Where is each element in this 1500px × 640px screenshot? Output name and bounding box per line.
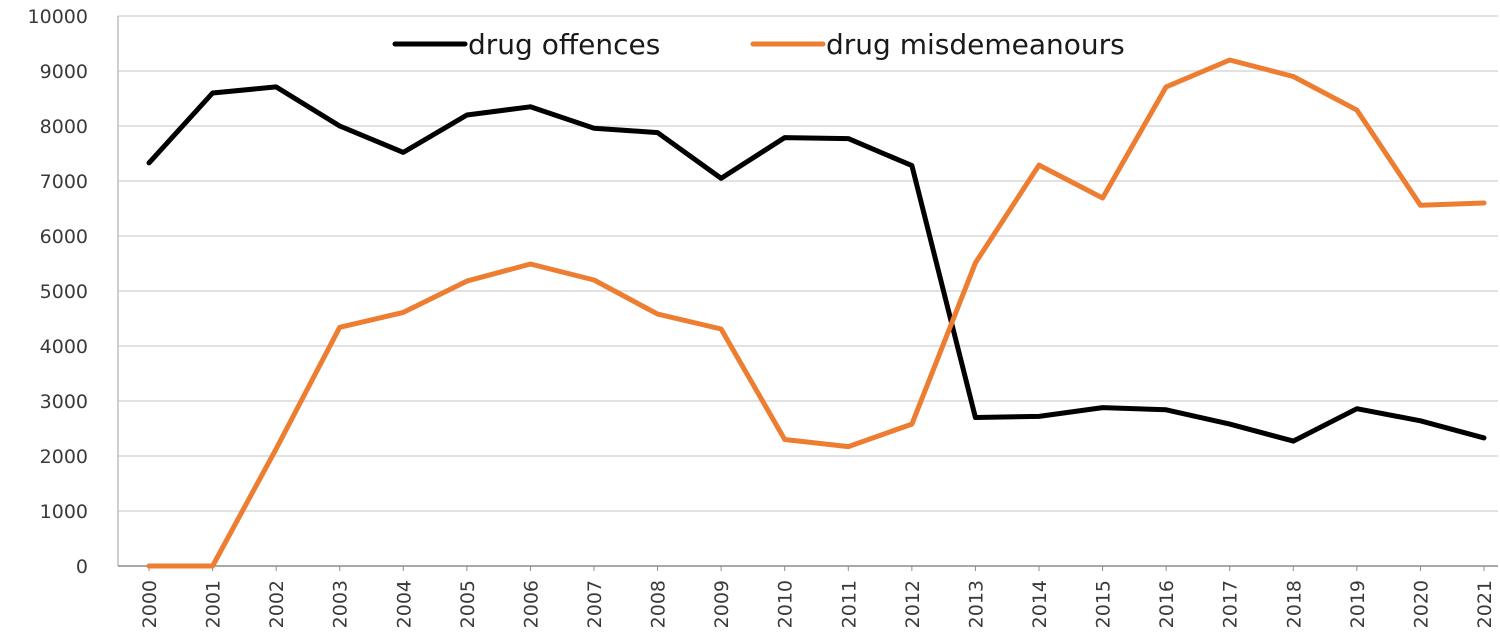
y-tick-label: 8000 bbox=[40, 116, 88, 138]
x-tick-label: 2017 bbox=[1220, 580, 1242, 628]
x-tick-label: 2009 bbox=[711, 580, 733, 628]
y-tick-label: 6000 bbox=[40, 226, 88, 248]
x-tick-label: 2000 bbox=[139, 580, 161, 628]
x-tick-label: 2003 bbox=[330, 580, 352, 628]
x-tick-label: 2012 bbox=[902, 580, 924, 628]
series-line-drug-misdemeanours bbox=[146, 57, 1487, 569]
y-tick-label: 5000 bbox=[40, 281, 88, 303]
x-tick-label: 2002 bbox=[266, 580, 288, 628]
y-tick-label: 2000 bbox=[40, 446, 88, 468]
x-tick-label: 2005 bbox=[457, 580, 479, 628]
x-tick-label: 2019 bbox=[1347, 580, 1369, 628]
x-tick-label: 2004 bbox=[393, 580, 415, 628]
legend: drug offences drug misdemeanours bbox=[392, 28, 1125, 61]
x-tick-label: 2013 bbox=[965, 580, 987, 628]
y-tick-label: 7000 bbox=[40, 171, 88, 193]
axes: 0 1000 2000 3000 4000 5000 6000 7000 8000 9000 100… bbox=[28, 6, 1498, 628]
x-tick-label: 2010 bbox=[775, 580, 797, 628]
y-tick-label: 4000 bbox=[40, 336, 88, 358]
legend-label-drug-offences: drug offences bbox=[468, 28, 660, 61]
x-tick-label: 2007 bbox=[584, 580, 606, 628]
x-tick-label: 2011 bbox=[838, 580, 860, 628]
x-tick-label: 2001 bbox=[203, 580, 225, 628]
y-tick-label: 1000 bbox=[40, 501, 88, 523]
y-tick-label: 3000 bbox=[40, 391, 88, 413]
x-tick-label: 2008 bbox=[648, 580, 670, 628]
y-tick-label: 9000 bbox=[40, 61, 88, 83]
y-tick-label: 0 bbox=[76, 556, 88, 578]
x-tick-label: 2006 bbox=[520, 580, 542, 628]
x-tick-label: 2021 bbox=[1474, 580, 1496, 628]
gridlines bbox=[118, 15, 1498, 512]
x-tick-label: 2016 bbox=[1156, 580, 1178, 628]
series-line-drug-offences bbox=[146, 84, 1487, 444]
x-tick-label: 2015 bbox=[1093, 580, 1115, 628]
legend-label-drug-misdemeanours: drug misdemeanours bbox=[826, 28, 1125, 61]
y-tick-label: 10000 bbox=[28, 6, 88, 28]
x-tick-label: 2018 bbox=[1283, 580, 1305, 628]
series-lines bbox=[146, 57, 1487, 569]
x-tick-label: 2014 bbox=[1029, 580, 1051, 628]
x-tick-label: 2020 bbox=[1410, 580, 1432, 628]
